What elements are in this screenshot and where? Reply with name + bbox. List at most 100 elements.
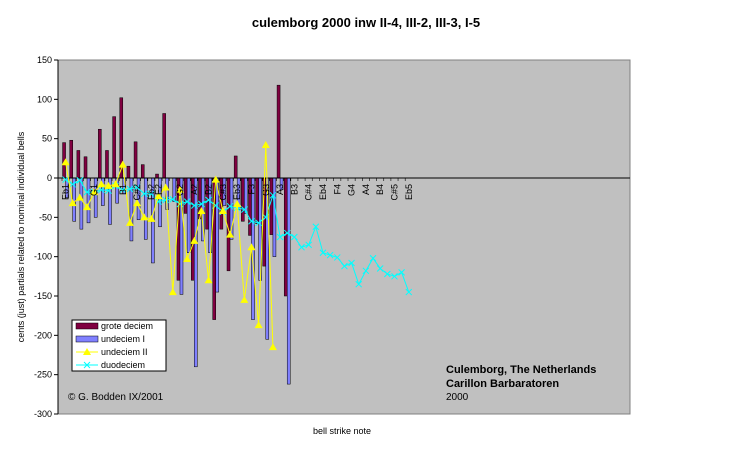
y-tick-label: -150 (34, 291, 52, 301)
duodeciem-point (333, 254, 341, 261)
x-tick-label: G4 (347, 184, 357, 196)
duodeciem-point (355, 280, 363, 288)
duodeciem-point (133, 184, 141, 191)
duodeciem-point (119, 186, 127, 194)
bar-grote-deciem (126, 165, 131, 179)
undeciem-ii-point (261, 140, 270, 148)
x-tick-label: A4 (361, 184, 371, 195)
bar-grote-deciem (162, 113, 166, 179)
duodeciem-point (283, 229, 291, 237)
y-tick-label: 100 (37, 94, 52, 104)
bar-grote-deciem (69, 139, 73, 179)
undeciem-ii-point (140, 213, 149, 221)
y-tick-label: 0 (47, 173, 52, 183)
undeciem-ii-point (61, 158, 70, 166)
undeciem-ii-point (175, 185, 184, 193)
undeciem-ii-point (75, 193, 84, 201)
x-tick-label: G1 (89, 184, 99, 196)
x-tick-label: A3 (275, 184, 285, 195)
duodeciem-point (341, 262, 348, 270)
duodeciem-point (255, 219, 262, 227)
duodeciem-point (140, 190, 148, 198)
x-tick-label: C#3 (218, 184, 228, 201)
duodeciem-point (269, 191, 277, 199)
undeciem-ii-point (111, 180, 120, 188)
duodeciem-point (298, 243, 305, 251)
bar-undeciem-i (79, 177, 84, 230)
undeciem-ii-point (226, 230, 235, 238)
y-axis-label: cents (just) partials related to nominal… (16, 131, 26, 342)
legend-marker-duodeciem (83, 361, 91, 369)
x-tick-label: F3 (246, 184, 256, 195)
undeciem-ii-point (97, 180, 106, 188)
duodeciem-point (362, 267, 370, 275)
y-tick-label: -50 (39, 212, 52, 222)
undeciem-ii-point (197, 207, 206, 215)
x-tick-label: F4 (332, 184, 342, 195)
y-axis: 150 100 50 0 -50 -100 -150 -200 -250 -300 (34, 55, 59, 419)
bar-grote-deciem (140, 164, 145, 179)
bar-grote-deciem (76, 150, 81, 179)
x-tick-label: Eb4 (318, 184, 328, 200)
y-tick-label: -300 (34, 409, 52, 419)
duodeciem-point (248, 217, 255, 225)
legend: grote deciem undeciem I undeciem II duod… (71, 319, 167, 372)
x-tick-label: A2 (189, 184, 199, 195)
x-tick-label: B1 (118, 184, 128, 195)
duodeciem-point (83, 188, 91, 196)
bar-grote-deciem (233, 155, 238, 179)
undeciem-ii-point (118, 160, 127, 168)
bar-grote-deciem (276, 84, 281, 179)
x-tick-label: B2 (204, 184, 214, 195)
duodeciem-point (391, 272, 398, 280)
undeciem-ii-point (268, 343, 277, 351)
duodeciem-point (276, 233, 284, 241)
annotation-copyright: © G. Bodden IX/2001 (68, 392, 164, 403)
bar-grote-deciem (112, 116, 116, 179)
x-tick-label: Eb2 (146, 184, 156, 200)
x-tick-label: G2 (175, 184, 185, 196)
duodeciem-point (326, 251, 334, 259)
duodeciem-point (126, 185, 134, 193)
undeciem-ii-point (168, 288, 177, 296)
undeciem-ii-point (125, 218, 134, 226)
x-tick-label: E2 (154, 184, 164, 195)
chart-title: culemborg 2000 inw II-4, III-2, III-3, I… (252, 15, 480, 30)
x-tick-label: C#5 (389, 184, 399, 201)
duodeciem-point (162, 196, 170, 204)
undeciem-ii-point (233, 199, 242, 207)
duodeciem-point (205, 196, 212, 204)
legend-label-grote-deciem: grote deciem (101, 321, 153, 331)
undeciem-ii-point (68, 199, 77, 207)
duodeciem-point (76, 177, 84, 184)
duodeciem-point (169, 195, 177, 203)
y-tick-label: 50 (42, 134, 52, 144)
duodeciem-point (69, 180, 77, 188)
undeciem-ii-point (218, 207, 227, 215)
bar-undeciem-i (286, 177, 291, 385)
undeciem-ii-point (240, 295, 249, 303)
undeciem-ii-point (104, 181, 113, 189)
undeciem-ii-point (147, 214, 156, 222)
undeciem-ii-point (161, 183, 170, 191)
duodeciem-point (190, 202, 198, 209)
duodeciem-point (383, 270, 391, 278)
duodeciem-point (312, 223, 320, 231)
undeciem-ii-point (190, 236, 199, 244)
duodeciem-point (183, 198, 191, 205)
duodeciem-point (198, 200, 205, 208)
bar-grote-deciem (155, 173, 159, 179)
duodeciem-point (398, 269, 405, 276)
duodeciem-point (348, 259, 355, 267)
duodeciem-point (405, 288, 413, 296)
duodeciem-point (291, 233, 298, 241)
y-tick-label: -100 (34, 252, 52, 262)
undeciem-ii-point (254, 321, 263, 329)
x-tick-label: Eb5 (404, 184, 414, 200)
annotation-instrument: Carillon Barbaratoren (446, 378, 559, 390)
legend-swatch-grote-deciem (75, 322, 99, 330)
bar-grote-deciem (105, 150, 109, 179)
undeciem-ii-point (83, 203, 92, 211)
